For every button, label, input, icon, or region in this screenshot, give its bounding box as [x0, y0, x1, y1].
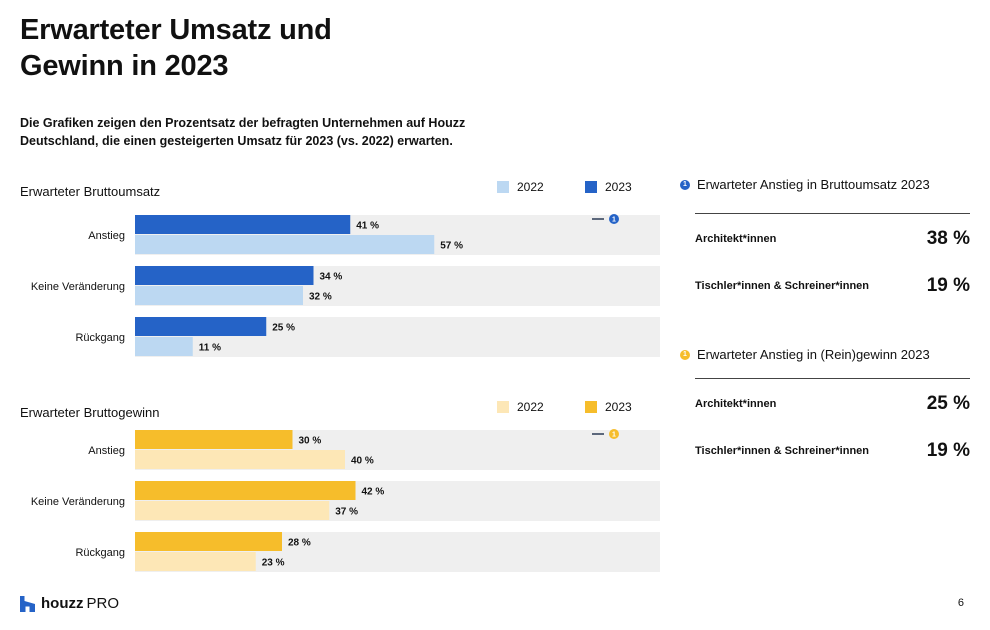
- revenue-bar-2022: [135, 235, 435, 254]
- profit-bar-2023: [135, 430, 293, 449]
- divider: [695, 378, 970, 379]
- data-label: 42 %: [362, 487, 385, 498]
- category-label: Keine Veränderung: [31, 496, 125, 508]
- profit-bar-2022: [135, 552, 256, 571]
- revenue-bar-2023: [135, 266, 314, 285]
- data-label: 32 %: [309, 292, 332, 303]
- reference-marker-number: 1: [612, 217, 616, 224]
- data-label: 25 %: [272, 323, 295, 334]
- legend-label: 2023: [605, 180, 632, 194]
- sidebar-row-label: Tischler*innen & Schreiner*innen: [695, 280, 870, 292]
- revenue-bar-chart: Anstieg 41 % 57 % Keine Veränderung 34 % 32 %…: [31, 214, 660, 357]
- data-label: 11 %: [199, 343, 221, 354]
- profit-bar-2022: [135, 450, 345, 469]
- data-label: 23 %: [262, 558, 285, 569]
- data-label: 28 %: [288, 538, 311, 549]
- data-label: 40 %: [351, 456, 374, 467]
- sidebar-row-value: 19 %: [926, 440, 970, 461]
- sidebar-row-value: 19 %: [926, 275, 970, 296]
- page-subtitle: Die Grafiken zeigen den Prozentsatz der …: [20, 116, 466, 148]
- legend-swatch: [497, 181, 509, 193]
- profit-bar-2022: [135, 501, 330, 520]
- category-label: Anstieg: [88, 230, 125, 242]
- reference-marker-number: 1: [612, 432, 616, 439]
- data-label: 30 %: [299, 436, 322, 447]
- divider: [695, 213, 970, 214]
- sidebar-row-label: Architekt*innen: [695, 398, 777, 410]
- revenue-bar-2022: [135, 337, 193, 356]
- logo-suffix: PRO: [86, 595, 120, 612]
- page-title: Erwarteter Umsatz und Gewinn in 2023: [20, 14, 332, 82]
- legend-swatch: [585, 401, 597, 413]
- profit-bar-2023: [135, 532, 282, 551]
- revenue-bar-2023: [135, 215, 351, 234]
- data-label: 34 %: [320, 272, 343, 283]
- category-label: Rückgang: [75, 332, 125, 344]
- sidebar-row-label: Architekt*innen: [695, 233, 777, 245]
- profit-chart-title: Erwarteter Bruttogewinn: [20, 405, 160, 420]
- legend-label: 2022: [517, 180, 544, 194]
- legend-swatch: [585, 181, 597, 193]
- logo-wordmark: houzz: [41, 595, 84, 612]
- sidebar-row-value: 38 %: [926, 228, 970, 249]
- profit-bar-chart: Anstieg 30 % 40 % Keine Veränderung 42 % 37 %…: [31, 429, 660, 572]
- revenue-legend-2023: 2023: [585, 180, 632, 194]
- reference-marker-icon: [609, 429, 619, 439]
- category-label: Rückgang: [75, 547, 125, 559]
- sidebar-row-value: 25 %: [926, 393, 970, 414]
- profit-bar-2023: [135, 481, 356, 500]
- houzz-pro-logo: houzz PRO: [20, 595, 119, 612]
- number-marker-icon: 1: [680, 349, 690, 360]
- revenue-chart-title: Erwarteter Bruttoumsatz: [20, 184, 161, 199]
- houzz-logo-icon: [20, 595, 35, 612]
- legend-label: 2023: [605, 400, 632, 414]
- page-number: 6: [957, 597, 964, 609]
- category-label: Anstieg: [88, 445, 125, 457]
- profit-legend-2023: 2023: [585, 400, 632, 414]
- revenue-bar-2023: [135, 317, 267, 336]
- data-label: 37 %: [335, 507, 358, 518]
- legend-swatch: [497, 401, 509, 413]
- reference-marker-icon: [609, 214, 619, 224]
- revenue-bar-2022: [135, 286, 303, 305]
- profit-increase-title: Erwarteter Anstieg in (Rein)gewinn 2023: [697, 347, 930, 362]
- revenue-increase-title: Erwarteter Anstieg in Bruttoumsatz 2023: [697, 177, 930, 192]
- profit-legend-2022: 2022: [497, 400, 544, 414]
- category-label: Keine Veränderung: [31, 281, 125, 293]
- data-label: 57 %: [440, 241, 463, 252]
- sidebar-row-label: Tischler*innen & Schreiner*innen: [695, 445, 870, 457]
- profit-increase-heading: 1 Erwarteter Anstieg in (Rein)gewinn 202…: [680, 347, 930, 362]
- data-label: 41 %: [356, 221, 379, 232]
- number-marker-icon: 1: [680, 179, 690, 190]
- legend-label: 2022: [517, 400, 544, 414]
- revenue-increase-heading: 1 Erwarteter Anstieg in Bruttoumsatz 202…: [680, 177, 930, 192]
- revenue-legend-2022: 2022: [497, 180, 544, 194]
